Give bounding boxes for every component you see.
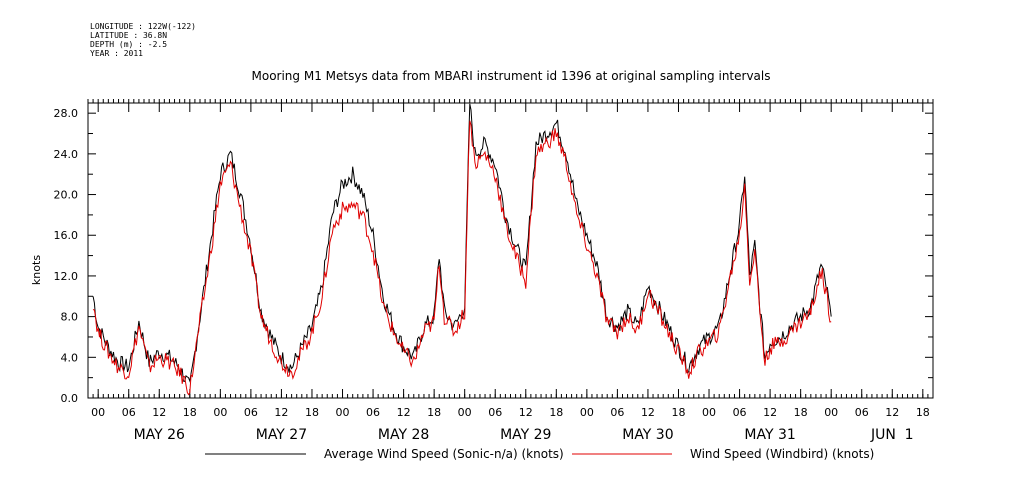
x-day-label: MAY 31 <box>744 427 795 443</box>
x-day-label: JUN 1 <box>870 427 914 443</box>
series-line-windbird-wind-speed <box>92 120 832 396</box>
legend-label-windbird: Wind Speed (Windbird) (knots) <box>690 447 874 461</box>
x-hour-label: 12 <box>152 406 166 419</box>
x-hour-label: 06 <box>733 406 747 419</box>
x-day-label: MAY 26 <box>134 427 185 443</box>
x-hour-label: 12 <box>885 406 899 419</box>
series-group <box>92 103 832 396</box>
depth-text: DEPTH (m) : -2.5 <box>90 40 168 49</box>
x-hour-label: 00 <box>458 406 472 419</box>
x-hour-label: 06 <box>122 406 136 419</box>
axis-ticks <box>87 99 934 399</box>
x-hour-label: 18 <box>183 406 197 419</box>
x-hour-label: 18 <box>427 406 441 419</box>
x-hour-label: 12 <box>763 406 777 419</box>
y-tick-label: 24.0 <box>54 148 79 161</box>
x-hour-label: 00 <box>702 406 716 419</box>
chart-title: Mooring M1 Metsys data from MBARI instru… <box>252 69 771 83</box>
longitude-text: LONGITUDE : 122W(-122) <box>90 22 196 31</box>
x-hour-label: 00 <box>91 406 105 419</box>
x-hour-label: 06 <box>610 406 624 419</box>
x-hour-label: 18 <box>794 406 808 419</box>
y-tick-label: 12.0 <box>54 270 79 283</box>
x-hour-label: 06 <box>855 406 869 419</box>
x-hour-label: 18 <box>916 406 930 419</box>
x-day-label: MAY 29 <box>500 427 551 443</box>
x-hour-label: 12 <box>397 406 411 419</box>
year-text: YEAR : 2011 <box>90 49 143 58</box>
x-hour-label: 18 <box>305 406 319 419</box>
x-hour-label: 00 <box>213 406 227 419</box>
x-hour-label: 12 <box>274 406 288 419</box>
legend: Average Wind Speed (Sonic-n/a) (knots) W… <box>205 447 874 461</box>
x-hour-label: 12 <box>641 406 655 419</box>
series-line-average-wind-speed <box>92 103 832 383</box>
metadata-block: LONGITUDE : 122W(-122) LATITUDE : 36.8N … <box>90 22 196 58</box>
x-hour-label: 00 <box>824 406 838 419</box>
axis-labels: 0.0 4.0 8.0 12.0 16.0 20.0 24.0 28.0 00 06 12 18 00 0… <box>54 107 930 443</box>
y-tick-label: 20.0 <box>54 189 79 202</box>
x-hour-label: 06 <box>488 406 502 419</box>
y-tick-label: 0.0 <box>61 392 79 405</box>
y-tick-label: 16.0 <box>54 229 79 242</box>
x-hour-label: 06 <box>244 406 258 419</box>
x-hour-label: 12 <box>519 406 533 419</box>
legend-label-average: Average Wind Speed (Sonic-n/a) (knots) <box>324 447 564 461</box>
x-day-label: MAY 28 <box>378 427 429 443</box>
x-hour-label: 18 <box>671 406 685 419</box>
y-tick-label: 28.0 <box>54 107 79 120</box>
y-tick-label: 8.0 <box>61 311 79 324</box>
x-hour-label: 00 <box>336 406 350 419</box>
plot-frame <box>87 102 934 399</box>
x-hour-label: 00 <box>580 406 594 419</box>
x-hour-label: 06 <box>366 406 380 419</box>
y-tick-label: 4.0 <box>61 351 79 364</box>
x-hour-label: 18 <box>549 406 563 419</box>
latitude-text: LATITUDE : 36.8N <box>90 31 168 40</box>
y-axis-label: knots <box>30 255 43 285</box>
x-day-label: MAY 27 <box>256 427 307 443</box>
x-day-label: MAY 30 <box>622 427 673 443</box>
